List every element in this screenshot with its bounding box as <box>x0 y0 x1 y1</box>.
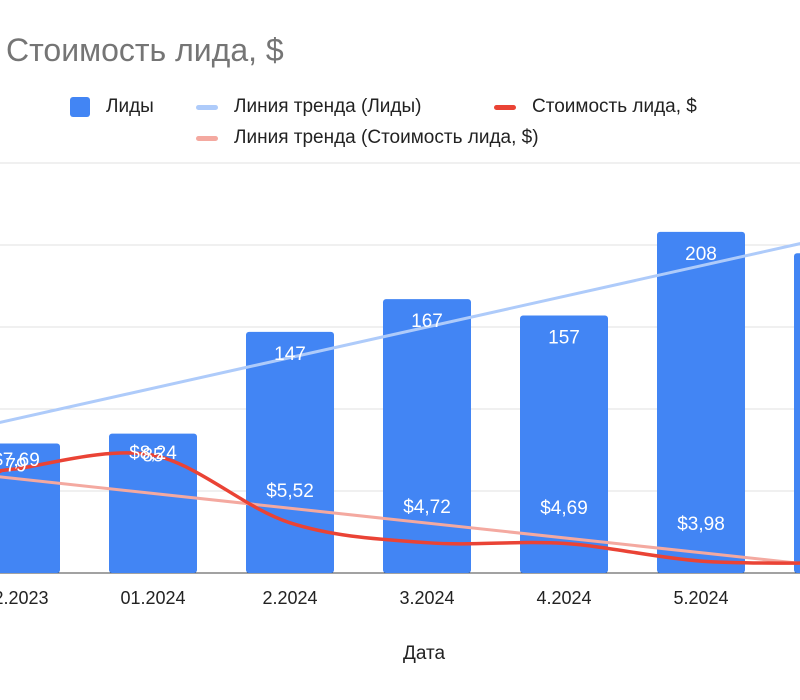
legend-item-cost[interactable]: Стоимость лида, $ <box>494 96 697 118</box>
legend-item-leads[interactable]: Лиды <box>70 96 154 118</box>
x-tick-label: 01.2024 <box>120 588 185 608</box>
bar-5.2024[interactable] <box>657 231 745 573</box>
legend-swatch-leads-trend <box>196 104 218 110</box>
trendline-cost <box>0 475 800 565</box>
trendline-leads <box>0 242 800 424</box>
bar-value-label: 167 <box>411 311 443 332</box>
cost-value-label: $4,72 <box>403 497 451 518</box>
x-tick-label: 12.2023 <box>0 588 49 608</box>
series-line-cost[interactable] <box>0 451 800 565</box>
bar-3.2024[interactable] <box>383 299 471 573</box>
legend-swatch-cost <box>494 104 516 110</box>
bar-value-label: 147 <box>274 344 306 365</box>
cost-value-label: $4,69 <box>540 498 588 519</box>
chart-title: Стоимость лида, $ <box>6 32 284 68</box>
bar-value-label: 85 <box>142 446 163 467</box>
cost-value-label: $8,24 <box>129 443 177 464</box>
x-tick-label: 4.2024 <box>536 588 591 608</box>
legend-swatch-leads <box>70 97 90 117</box>
cost-value-label: $5,52 <box>266 481 314 502</box>
x-tick-label: 2.2024 <box>262 588 317 608</box>
bar-value-label: 79 <box>5 455 26 476</box>
x-tick-label: 5.2024 <box>673 588 728 608</box>
bar-12.2023[interactable] <box>0 443 60 573</box>
bar-2.2024[interactable] <box>246 331 334 573</box>
x-tick-label: 3.2024 <box>399 588 454 608</box>
legend-item-leads-trend[interactable]: Линия тренда (Лиды) <box>196 96 422 118</box>
bar-01.2024[interactable] <box>109 433 197 573</box>
legend-label-cost-trend: Линия тренда (Стоимость лида, $) <box>234 127 539 148</box>
cost-value-label: $3,98 <box>677 514 725 535</box>
cost-value-label: $7,69 <box>0 450 40 471</box>
legend-label-leads: Лиды <box>106 96 154 117</box>
bar-4.2024[interactable] <box>520 315 608 573</box>
legend-label-leads-trend: Линия тренда (Лиды) <box>234 96 422 117</box>
legend-label-cost: Стоимость лида, $ <box>532 96 697 117</box>
x-axis-title: Дата <box>402 643 446 664</box>
bar-value-label: 208 <box>685 244 717 265</box>
legend-swatch-cost-trend <box>196 135 218 141</box>
bar-value-label: 157 <box>548 328 580 349</box>
bar-6.2024[interactable] <box>794 253 800 573</box>
legend-item-cost-trend[interactable]: Линия тренда (Стоимость лида, $) <box>196 127 539 149</box>
